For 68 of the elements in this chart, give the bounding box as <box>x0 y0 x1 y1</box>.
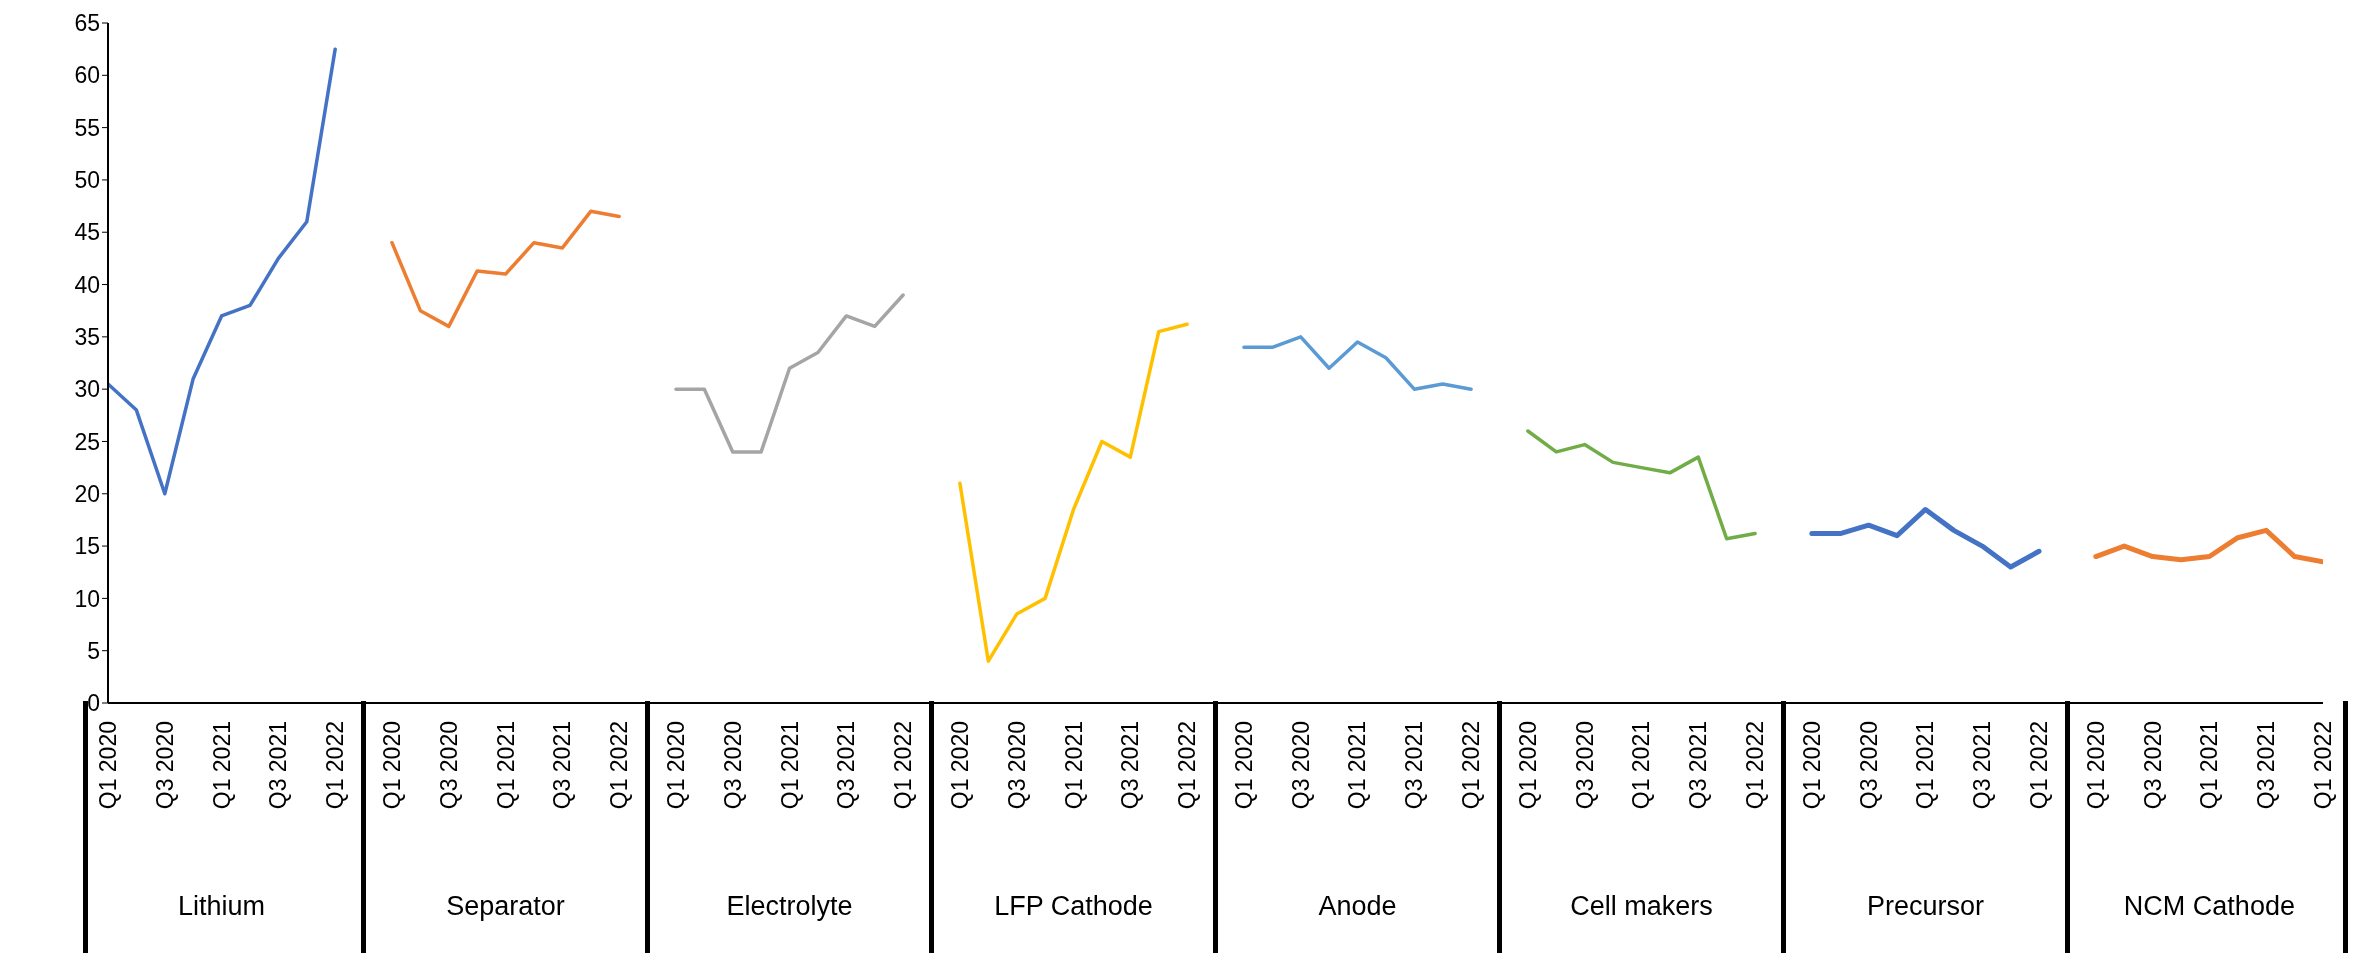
line-series <box>674 293 905 454</box>
x-tick-label: Q3 2021 <box>833 721 860 810</box>
x-tick-label: Q1 2022 <box>1174 721 1201 810</box>
x-tick-label: Q3 2020 <box>1287 721 1314 810</box>
x-tick-label: Q3 2021 <box>1969 721 1996 810</box>
x-tick-label: Q3 2021 <box>1117 721 1144 810</box>
x-tick-label: Q3 2021 <box>265 721 292 810</box>
y-tick-label: 55 <box>74 114 100 141</box>
x-tick-label: Q3 2020 <box>1855 721 1882 810</box>
line-series <box>1526 429 1757 541</box>
y-tick-label: 0 <box>87 690 100 717</box>
x-tick-label: Q3 2021 <box>1685 721 1712 810</box>
line-series <box>1242 335 1473 391</box>
x-tick-label: Q1 2020 <box>946 721 973 810</box>
text: Electrolyte <box>725 891 854 922</box>
x-tick-label: Q1 2022 <box>2310 721 2336 810</box>
x-tick-label: Q1 2020 <box>95 721 121 810</box>
x-tick-label: Q1 2022 <box>890 721 917 810</box>
x-tick-label: Q1 2020 <box>1230 721 1257 810</box>
y-tick-label: 50 <box>74 167 100 194</box>
y-tick-label: 40 <box>74 271 100 298</box>
x-tick-label: Q1 2022 <box>1742 721 1769 810</box>
x-tick-label: Q3 2021 <box>2253 721 2280 810</box>
x-tick-label: Q1 2021 <box>1628 721 1655 810</box>
x-tick-label: Q3 2021 <box>1401 721 1428 810</box>
x-tick-label: Q1 2021 <box>1060 721 1087 810</box>
x-tick-label: Q1 2022 <box>1458 721 1485 810</box>
y-tick-label: 45 <box>74 219 100 246</box>
y-tick-label: 15 <box>74 533 100 560</box>
x-tick-label: Q1 2022 <box>322 721 349 810</box>
x-tick-label: Q1 2021 <box>208 721 235 810</box>
x-tick-label: Q1 2021 <box>492 721 519 810</box>
x-tick-label: Q3 2020 <box>151 721 178 810</box>
x-tick-label: Q1 2021 <box>2196 721 2223 810</box>
x-tick-label: Q1 2020 <box>2082 721 2109 810</box>
x-tick-label: Q3 2020 <box>1571 721 1598 810</box>
line-series <box>390 209 621 329</box>
x-tick-label: Q3 2020 <box>719 721 746 810</box>
y-tick-label: 30 <box>74 376 100 403</box>
text: Lithium <box>177 891 267 922</box>
x-tick-label: Q3 2020 <box>435 721 462 810</box>
x-tick-label: Q1 2020 <box>1514 721 1541 810</box>
x-tick-label: Q1 2020 <box>1798 721 1825 810</box>
x-tick-label: Q1 2021 <box>1344 721 1371 810</box>
y-tick-label: 25 <box>74 428 100 455</box>
line-series <box>958 322 1189 663</box>
text: Cell makers <box>1569 891 1714 922</box>
y-tick-label: 65 <box>74 10 100 37</box>
x-tick-label: Q1 2020 <box>662 721 689 810</box>
x-tick-label: Q3 2021 <box>549 721 576 810</box>
text: LFP Cathode <box>993 891 1154 922</box>
y-tick-label: 20 <box>74 480 100 507</box>
y-tick-label: 10 <box>74 585 100 612</box>
y-tick-label: 35 <box>74 324 100 351</box>
text: Anode <box>1317 891 1398 922</box>
x-tick-label: Q1 2022 <box>2026 721 2053 810</box>
text: Separator <box>445 891 566 922</box>
x-tick-label: Q1 2021 <box>776 721 803 810</box>
x-tick-label: Q1 2021 <box>1912 721 1939 810</box>
text: Precursor <box>1865 891 1985 922</box>
x-tick-label: Q3 2020 <box>2139 721 2166 810</box>
x-tick-label: Q1 2020 <box>378 721 405 810</box>
text: NCM Cathode <box>2122 891 2296 922</box>
line-series <box>108 47 337 496</box>
y-tick-label: 60 <box>74 62 100 89</box>
y-tick-label: 5 <box>87 637 100 664</box>
x-tick-label: Q1 2022 <box>606 721 633 810</box>
x-tick-label: Q3 2020 <box>1003 721 1030 810</box>
